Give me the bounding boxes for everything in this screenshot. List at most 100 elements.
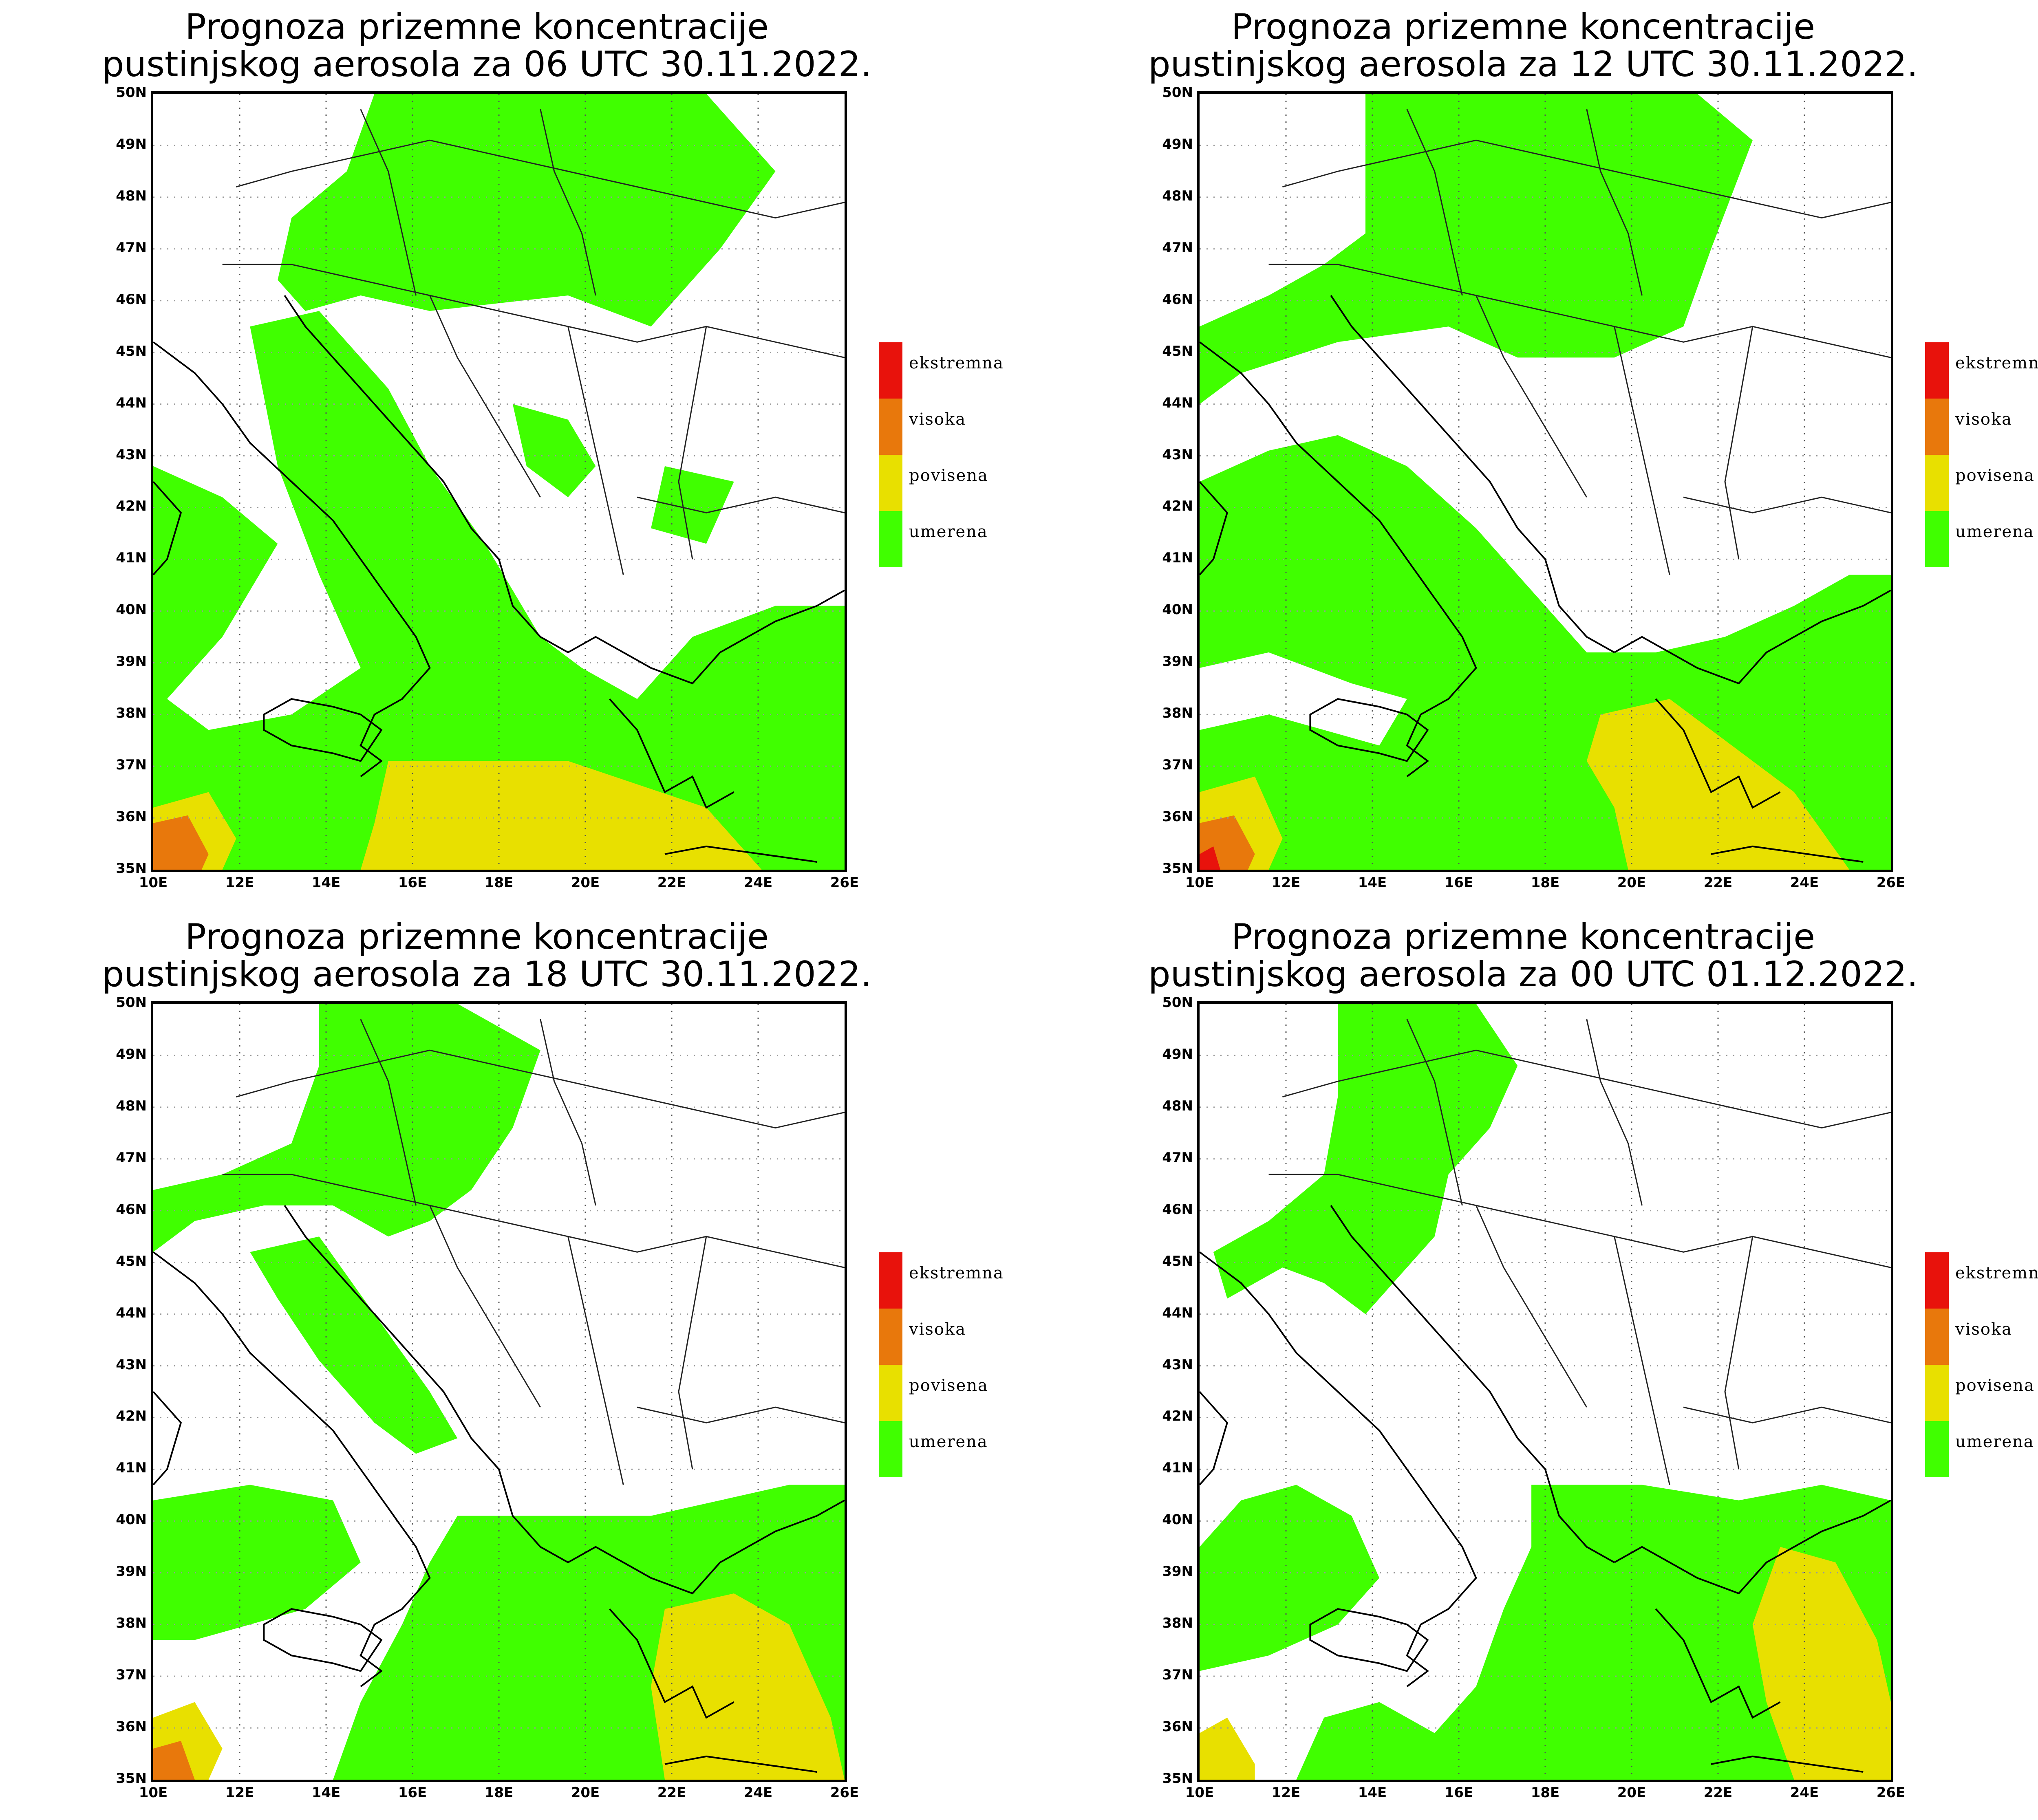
legend-label: povisena	[1955, 1376, 2035, 1395]
latitude-label: 43N	[116, 1356, 147, 1373]
latitude-label: 37N	[1162, 1667, 1193, 1683]
longitude-label: 18E	[484, 875, 514, 891]
coastline	[153, 1251, 431, 1688]
country-border	[1724, 326, 1753, 560]
map-area	[1197, 91, 1893, 872]
country-border	[1476, 295, 1588, 498]
country-border	[1683, 1406, 1891, 1423]
coastline	[263, 1608, 383, 1672]
legend-label: ekstremna	[909, 354, 1004, 372]
country-border	[1586, 1019, 1643, 1206]
latitude-label: 36N	[116, 1719, 147, 1735]
country-border	[222, 1174, 845, 1268]
map-area	[151, 1001, 847, 1782]
country-border	[429, 295, 541, 498]
legend-swatch	[1925, 1309, 1949, 1365]
moderate-concentration-area	[651, 466, 734, 544]
latitude-label: 49N	[116, 1046, 147, 1062]
country-border	[540, 109, 596, 296]
latitude-label: 47N	[1162, 239, 1193, 256]
latitude-label: 35N	[1162, 860, 1193, 877]
country-border	[1282, 1049, 1891, 1129]
country-border	[1683, 496, 1891, 513]
latitude-label: 47N	[1162, 1149, 1193, 1166]
longitude-label: 10E	[1185, 1785, 1214, 1801]
latitude-label: 35N	[1162, 1770, 1193, 1787]
coastline	[1655, 1608, 1781, 1719]
legend-swatch	[879, 1309, 902, 1365]
longitude-label: 24E	[1790, 1785, 1819, 1801]
latitude-label: 44N	[1162, 1304, 1193, 1321]
coastline	[609, 698, 734, 809]
legend-label: umerena	[909, 522, 988, 541]
legend-swatch	[1925, 511, 1949, 567]
coastline	[1711, 845, 1864, 863]
latitude-label: 39N	[116, 653, 147, 670]
legend-label: umerena	[1955, 1432, 2034, 1451]
latitude-label: 44N	[116, 1304, 147, 1321]
latitude-label: 47N	[116, 1149, 147, 1166]
country-border	[222, 264, 845, 358]
latitude-label: 48N	[116, 1097, 147, 1114]
longitude-label: 16E	[1444, 875, 1473, 891]
latitude-label: 41N	[116, 550, 147, 566]
latitude-label: 41N	[1162, 1460, 1193, 1476]
panel-title-line1: Prognoza prizemne koncentracije	[185, 7, 769, 47]
country-border	[236, 139, 845, 219]
latitude-label: 41N	[116, 1460, 147, 1476]
country-border	[1614, 1236, 1670, 1485]
latitude-label: 48N	[1162, 1097, 1193, 1114]
latitude-label: 47N	[116, 239, 147, 256]
longitude-label: 14E	[311, 1785, 341, 1801]
coastline	[1200, 1251, 1477, 1688]
high-concentration-area	[153, 1741, 195, 1780]
longitude-label: 26E	[1876, 1785, 1906, 1801]
latitude-label: 35N	[116, 1770, 147, 1787]
legend-swatch	[879, 342, 902, 399]
longitude-label: 20E	[1617, 1785, 1646, 1801]
coastline	[1614, 1499, 1891, 1595]
map-svg	[1200, 94, 1891, 870]
latitude-label: 46N	[1162, 291, 1193, 308]
latitude-label: 49N	[1162, 136, 1193, 152]
longitude-label: 20E	[1617, 875, 1646, 891]
latitude-label: 42N	[116, 1408, 147, 1425]
longitude-label: 20E	[571, 1785, 600, 1801]
longitude-label: 24E	[743, 875, 773, 891]
legend-swatch	[1925, 1421, 1949, 1477]
elevated-concentration-area	[651, 1593, 845, 1780]
latitude-label: 41N	[1162, 550, 1193, 566]
latitude-label: 37N	[1162, 757, 1193, 773]
longitude-label: 24E	[1790, 875, 1819, 891]
coastline	[153, 341, 431, 778]
moderate-concentration-area	[250, 1236, 458, 1454]
longitude-label: 10E	[139, 875, 168, 891]
coastline	[1309, 698, 1429, 762]
longitude-label: 22E	[657, 1785, 686, 1801]
coastline	[1200, 341, 1477, 778]
legend-swatch	[1925, 399, 1949, 455]
longitude-label: 16E	[398, 1785, 427, 1801]
coastline	[1655, 698, 1781, 809]
latitude-label: 50N	[116, 84, 147, 101]
latitude-label: 42N	[1162, 1408, 1193, 1425]
coastline	[1309, 1608, 1429, 1672]
country-border	[1406, 1019, 1463, 1206]
legend-label: povisena	[909, 466, 988, 485]
legend-swatch	[879, 1421, 902, 1477]
moderate-concentration-area	[1296, 1485, 1891, 1780]
legend-swatch	[1925, 1252, 1949, 1309]
longitude-label: 12E	[1271, 1785, 1301, 1801]
latitude-label: 37N	[116, 757, 147, 773]
latitude-label: 45N	[116, 1253, 147, 1269]
longitude-label: 10E	[139, 1785, 168, 1801]
longitude-label: 14E	[1358, 875, 1387, 891]
coastline	[1614, 589, 1891, 685]
country-border	[678, 326, 707, 560]
forecast-panel: Prognoza prizemne koncentracije pustinjsk…	[0, 0, 1046, 910]
coastline	[567, 1499, 845, 1595]
forecast-panel: Prognoza prizemne koncentracije pustinjsk…	[1046, 910, 2038, 1820]
country-border	[1724, 1236, 1753, 1470]
longitude-label: 26E	[830, 1785, 859, 1801]
country-border	[567, 326, 624, 575]
